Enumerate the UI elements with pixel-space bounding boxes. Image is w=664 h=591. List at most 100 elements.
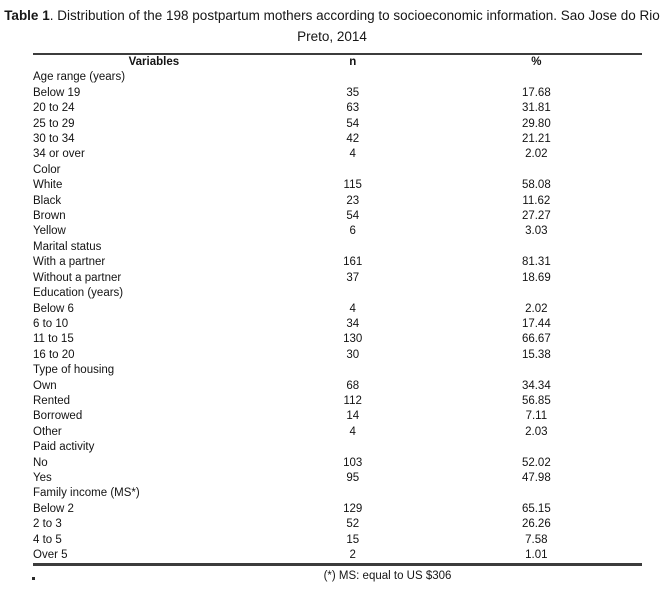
- row-label: Below 2: [33, 502, 74, 515]
- table-row: White 115 58.08: [33, 178, 642, 193]
- row-label: 34 or over: [33, 148, 85, 161]
- row-percent-value: 17.68: [521, 86, 551, 99]
- table-row: 11 to 15 130 66.67: [33, 332, 642, 347]
- section-label: Paid activity: [33, 441, 95, 454]
- row-n-value: 54: [346, 210, 360, 223]
- row-n-value: 68: [346, 379, 360, 392]
- table-body: Age range (years) Below 19 35 17.68 20 to 24…: [33, 70, 642, 565]
- row-percent-value: 29.80: [521, 117, 551, 130]
- row-n-value: 95: [346, 471, 360, 484]
- table-row: 2 to 3 52 26.26: [33, 517, 642, 532]
- row-label: White: [33, 179, 63, 192]
- table-title-line2: Preto, 2014: [297, 29, 367, 44]
- row-percent-value: 66.67: [521, 333, 551, 346]
- row-n-value: 37: [346, 271, 360, 284]
- row-label: Below 19: [33, 86, 81, 99]
- row-n-value: 103: [343, 456, 363, 469]
- stray-dot-artifact: [32, 577, 35, 580]
- row-percent-value: 26.26: [521, 518, 551, 531]
- row-label: Without a partner: [33, 271, 122, 284]
- row-percent-value: 56.85: [521, 394, 551, 407]
- row-percent-value: 18.69: [521, 271, 551, 284]
- row-label: Yes: [33, 471, 52, 484]
- row-n-value: 112: [343, 394, 362, 407]
- table-footnote: (*) MS: equal to US $306: [323, 570, 452, 583]
- socioeconomic-table: Variables n % Age range (years) Below 19 3…: [33, 53, 642, 567]
- row-percent-value: 65.15: [521, 502, 551, 515]
- row-label: 2 to 3: [33, 518, 62, 531]
- row-n-value: 14: [346, 410, 360, 423]
- table-title-line1: Table 1. Distribution of the 198 postpar…: [0, 5, 664, 26]
- section-label: Age range (years): [33, 71, 126, 84]
- table-section-row: Paid activity: [33, 440, 642, 455]
- row-percent-value: 81.31: [521, 256, 551, 269]
- row-percent-value: 27.27: [521, 210, 551, 223]
- table-row: 6 to 10 34 17.44: [33, 317, 642, 332]
- row-percent-value: 58.08: [521, 179, 551, 192]
- row-n-value: 54: [346, 117, 360, 130]
- row-percent-value: 31.81: [521, 102, 551, 115]
- table-row: Borrowed 14 7.11: [33, 409, 642, 424]
- table-row: 4 to 5 15 7.58: [33, 533, 642, 548]
- table-row: Below 6 4 2.02: [33, 302, 642, 317]
- table-row: Own 68 34.34: [33, 379, 642, 394]
- table-row: Other 4 2.03: [33, 425, 642, 440]
- row-n-value: 4: [349, 425, 356, 438]
- table-section-row: Family income (MS*): [33, 486, 642, 501]
- table-row: Brown 54 27.27: [33, 209, 642, 224]
- table-section-row: Color: [33, 163, 642, 178]
- table-row: 16 to 20 30 15.38: [33, 348, 642, 363]
- table-row: With a partner 161 81.31: [33, 255, 642, 270]
- table-row: Below 2 129 65.15: [33, 502, 642, 517]
- row-percent-value: 1.01: [525, 549, 548, 561]
- table-header: Variables n %: [33, 54, 642, 70]
- row-n-value: 34: [346, 317, 360, 330]
- table-row: Below 19 35 17.68: [33, 86, 642, 101]
- section-label: Marital status: [33, 240, 102, 253]
- row-label: Black: [33, 194, 62, 207]
- table-title: Table 1. Distribution of the 198 postpar…: [0, 0, 664, 47]
- table-section-row: Age range (years): [33, 70, 642, 85]
- row-n-value: 35: [346, 86, 360, 99]
- row-percent-value: 17.44: [521, 317, 551, 330]
- row-n-value: 161: [343, 256, 363, 269]
- section-label: Type of housing: [33, 364, 115, 377]
- table-title-text: . Distribution of the 198 postpartum mot…: [49, 8, 660, 23]
- table-row: 34 or over 4 2.02: [33, 147, 642, 162]
- column-header-variables: Variables: [128, 56, 180, 68]
- row-label: 25 to 29: [33, 117, 75, 130]
- row-label: Brown: [33, 210, 66, 223]
- table-row: 25 to 29 54 29.80: [33, 117, 642, 132]
- row-label: Over 5: [33, 549, 68, 561]
- table-row: Rented 112 56.85: [33, 394, 642, 409]
- row-label: 20 to 24: [33, 102, 75, 115]
- row-label: 6 to 10: [33, 317, 69, 330]
- row-n-value: 129: [343, 502, 363, 515]
- row-n-value: 2: [349, 549, 356, 561]
- row-percent-value: 7.11: [525, 410, 548, 423]
- row-n-value: 23: [346, 194, 360, 207]
- table-row: Over 5 2 1.01: [33, 548, 642, 565]
- row-label: Own: [33, 379, 57, 392]
- table-row: 20 to 24 63 31.81: [33, 101, 642, 116]
- column-header-n: n: [349, 56, 357, 68]
- row-percent-value: 11.62: [522, 194, 551, 207]
- table-row: Without a partner 37 18.69: [33, 271, 642, 286]
- row-n-value: 4: [349, 302, 356, 315]
- table-section-row: Marital status: [33, 240, 642, 255]
- row-percent-value: 15.38: [521, 348, 551, 361]
- row-n-value: 4: [349, 148, 356, 161]
- row-percent-value: 2.02: [525, 302, 548, 315]
- row-label: Rented: [33, 394, 71, 407]
- table-row: Yes 95 47.98: [33, 471, 642, 486]
- table-row: Yellow 6 3.03: [33, 224, 642, 239]
- row-n-value: 42: [346, 133, 360, 146]
- section-label: Color: [33, 163, 61, 176]
- row-percent-value: 7.58: [525, 533, 548, 546]
- row-label: 11 to 15: [33, 333, 74, 346]
- table-section-row: Education (years): [33, 286, 642, 301]
- row-n-value: 30: [346, 348, 360, 361]
- table-row: Black 23 11.62: [33, 194, 642, 209]
- column-header-percent: %: [531, 56, 542, 68]
- row-percent-value: 2.02: [525, 148, 548, 161]
